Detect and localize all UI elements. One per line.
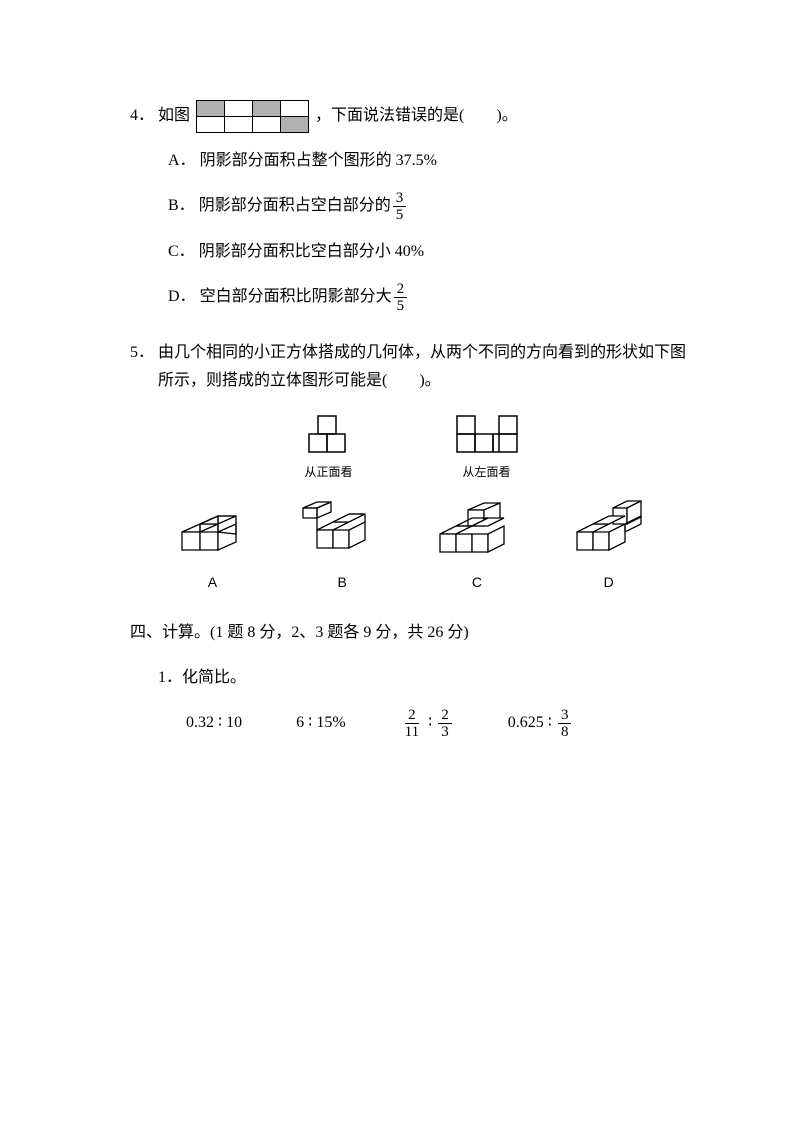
q4-stem: 4． 如图 ，下面说法错误的是( )。 — [130, 100, 693, 133]
option-letter: B． — [168, 192, 195, 221]
answer-c: C — [432, 500, 522, 595]
option-text: 阴影部分面积占空白部分的 — [199, 192, 391, 221]
ratio-left: 0.32 — [186, 709, 214, 738]
fraction-numerator: 2 — [394, 281, 408, 299]
section-4-sub-1: 1．化简比。 — [130, 664, 693, 693]
fraction-numerator: 3 — [393, 190, 407, 208]
grid-cell — [197, 117, 225, 133]
ratio-2: 6 ∶ 15% — [296, 709, 346, 738]
answer-b: B — [297, 494, 387, 595]
ratio-4: 0.625 ∶ 3 8 — [508, 707, 574, 741]
fraction-denominator: 8 — [558, 724, 572, 741]
grid-cell — [225, 117, 253, 133]
answer-label: B — [337, 570, 346, 595]
ratio-right: 15% — [316, 709, 345, 738]
q4-grid-figure — [196, 100, 309, 133]
cube-diagram-a-icon — [172, 504, 252, 564]
ratio-sep: ∶ — [548, 709, 552, 738]
q5-number: 5． — [130, 339, 154, 368]
ratios-row: 0.32 ∶ 10 6 ∶ 15% 2 11 ∶ 2 3 0.625 ∶ 3 8 — [130, 707, 693, 741]
option-text: 阴影部分面积比空白部分小 40% — [199, 238, 424, 267]
q4-options: A． 阴影部分面积占整个图形的 37.5% B． 阴影部分面积占空白部分的 3 … — [130, 147, 693, 315]
fraction-numerator: 3 — [558, 707, 572, 725]
option-text: 空白部分面积比阴影部分大 — [200, 283, 392, 312]
q4-option-c: C． 阴影部分面积比空白部分小 40% — [168, 238, 693, 267]
ratio-sep: ∶ — [218, 709, 222, 738]
option-letter: D． — [168, 283, 196, 312]
option-letter: C． — [168, 238, 195, 267]
q4-option-a: A． 阴影部分面积占整个图形的 37.5% — [168, 147, 693, 176]
left-view-caption: 从左面看 — [462, 462, 510, 484]
answer-label: C — [472, 570, 482, 595]
option-letter: A． — [168, 147, 196, 176]
answer-d: D — [567, 498, 651, 595]
left-view: 从左面看 — [454, 412, 520, 484]
ratio-3: 2 11 ∶ 2 3 — [400, 707, 454, 741]
cube-diagram-c-icon — [432, 500, 522, 564]
ratio-left: 6 — [296, 709, 304, 738]
q4-option-b: B． 阴影部分面积占空白部分的 3 5 — [168, 190, 693, 224]
answer-a: A — [172, 504, 252, 595]
cube-diagram-d-icon — [567, 498, 651, 564]
question-5: 5． 由几个相同的小正方体搭成的几何体，从两个不同的方向看到的形状如下图所示，则… — [130, 339, 693, 595]
fraction-denominator: 5 — [394, 298, 408, 315]
fraction: 3 5 — [393, 190, 407, 224]
fraction-denominator: 3 — [438, 724, 452, 741]
ratio-sep: ∶ — [428, 709, 432, 738]
cube-diagram-b-icon — [297, 494, 387, 564]
grid-cell — [197, 101, 225, 117]
fraction-numerator: 2 — [438, 707, 452, 725]
grid-cell — [253, 101, 281, 117]
answer-label: A — [208, 570, 217, 595]
grid-cell — [225, 101, 253, 117]
ratio-right: 10 — [226, 709, 242, 738]
q5-answers: A B — [130, 494, 693, 595]
left-view-icon — [454, 412, 520, 458]
ratio-sep: ∶ — [308, 709, 312, 738]
fraction-denominator: 5 — [393, 207, 407, 224]
question-4: 4． 如图 ，下面说法错误的是( )。 A． — [130, 100, 693, 315]
q5-views: 从正面看 从左面看 — [130, 412, 693, 484]
ratio-1: 0.32 ∶ 10 — [186, 709, 242, 738]
front-view-icon — [304, 412, 354, 458]
fraction-numerator: 2 — [405, 707, 419, 725]
option-text: 阴影部分面积占整个图形的 37.5% — [200, 147, 437, 176]
grid-cell — [281, 117, 309, 133]
q5-text: 由几个相同的小正方体搭成的几何体，从两个不同的方向看到的形状如下图所示，则搭成的… — [158, 339, 693, 397]
q4-option-d: D． 空白部分面积比阴影部分大 2 5 — [168, 281, 693, 315]
answer-label: D — [604, 570, 614, 595]
front-view: 从正面看 — [304, 412, 354, 484]
q4-prefix: 如图 — [158, 102, 190, 131]
q4-suffix: ，下面说法错误的是( )。 — [315, 102, 518, 131]
q4-number: 4． — [130, 102, 154, 131]
section-4-header: 四、计算。(1 题 8 分，2、3 题各 9 分，共 26 分) — [130, 619, 693, 648]
grid-table — [196, 100, 309, 133]
fraction-denominator: 11 — [402, 724, 422, 741]
fraction: 2 3 — [438, 707, 452, 741]
grid-cell — [253, 117, 281, 133]
front-view-caption: 从正面看 — [304, 462, 352, 484]
fraction: 2 5 — [394, 281, 408, 315]
fraction: 3 8 — [558, 707, 572, 741]
grid-cell — [281, 101, 309, 117]
ratio-left: 0.625 — [508, 709, 544, 738]
fraction: 2 11 — [402, 707, 422, 741]
q5-stem: 5． 由几个相同的小正方体搭成的几何体，从两个不同的方向看到的形状如下图所示，则… — [130, 339, 693, 397]
